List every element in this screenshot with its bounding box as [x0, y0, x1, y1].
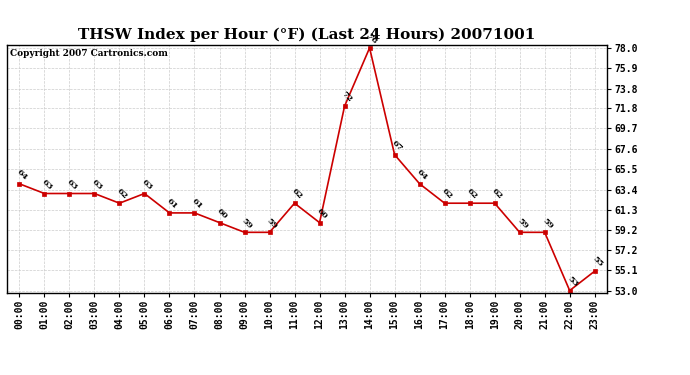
- Text: 63: 63: [90, 177, 104, 191]
- Text: 60: 60: [215, 207, 229, 220]
- Text: 53: 53: [566, 274, 580, 288]
- Text: 63: 63: [66, 177, 79, 191]
- Text: Copyright 2007 Cartronics.com: Copyright 2007 Cartronics.com: [10, 49, 168, 58]
- Text: 72: 72: [340, 90, 354, 104]
- Text: 61: 61: [166, 197, 179, 211]
- Text: 64: 64: [415, 168, 429, 182]
- Text: 60: 60: [315, 207, 329, 220]
- Text: 64: 64: [15, 168, 29, 182]
- Text: 59: 59: [515, 216, 529, 230]
- Text: 59: 59: [266, 216, 279, 230]
- Text: 61: 61: [190, 197, 204, 211]
- Text: 55: 55: [591, 255, 604, 269]
- Text: 67: 67: [391, 138, 404, 153]
- Text: 62: 62: [491, 187, 504, 201]
- Text: 59: 59: [540, 216, 554, 230]
- Text: 63: 63: [140, 177, 154, 191]
- Text: 62: 62: [440, 187, 454, 201]
- Text: 59: 59: [240, 216, 254, 230]
- Text: 63: 63: [40, 177, 54, 191]
- Text: 78: 78: [366, 32, 380, 46]
- Text: 62: 62: [466, 187, 480, 201]
- Text: 62: 62: [290, 187, 304, 201]
- Text: 62: 62: [115, 187, 129, 201]
- Title: THSW Index per Hour (°F) (Last 24 Hours) 20071001: THSW Index per Hour (°F) (Last 24 Hours)…: [79, 28, 535, 42]
